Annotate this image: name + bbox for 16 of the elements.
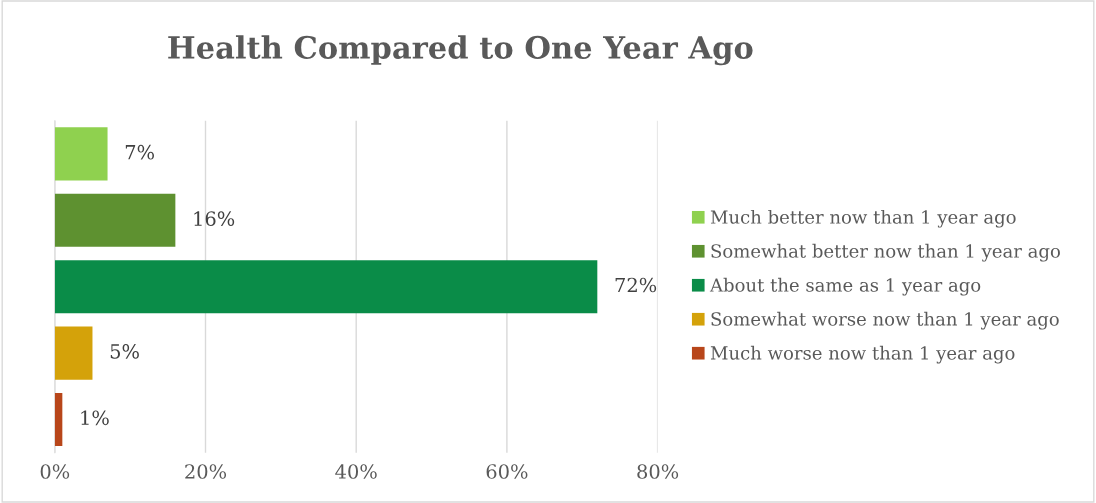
data-label: 16%	[194, 211, 235, 226]
legend-label: Much better now than 1 year ago	[710, 209, 1016, 228]
legend-label: About the same as 1 year ago	[709, 277, 981, 296]
x-tick-label: 60%	[486, 464, 528, 479]
x-tick-label: 40%	[335, 464, 377, 479]
chart-title: Health Compared to One Year Ago	[168, 35, 753, 66]
x-tick-label: 20%	[185, 464, 227, 479]
x-tick-label: 0%	[40, 464, 70, 479]
data-label: 5%	[110, 344, 139, 359]
data-label: 72%	[615, 277, 657, 293]
data-label: 1%	[81, 410, 109, 426]
legend-label: Somewhat better now than 1 year ago	[711, 243, 1060, 262]
legend-label: Much worse now than 1 year ago	[710, 345, 1015, 364]
x-tick-label: 80%	[637, 464, 679, 479]
data-label: 7%	[125, 144, 154, 160]
legend-label: Somewhat worse now than 1 year ago	[711, 311, 1059, 330]
